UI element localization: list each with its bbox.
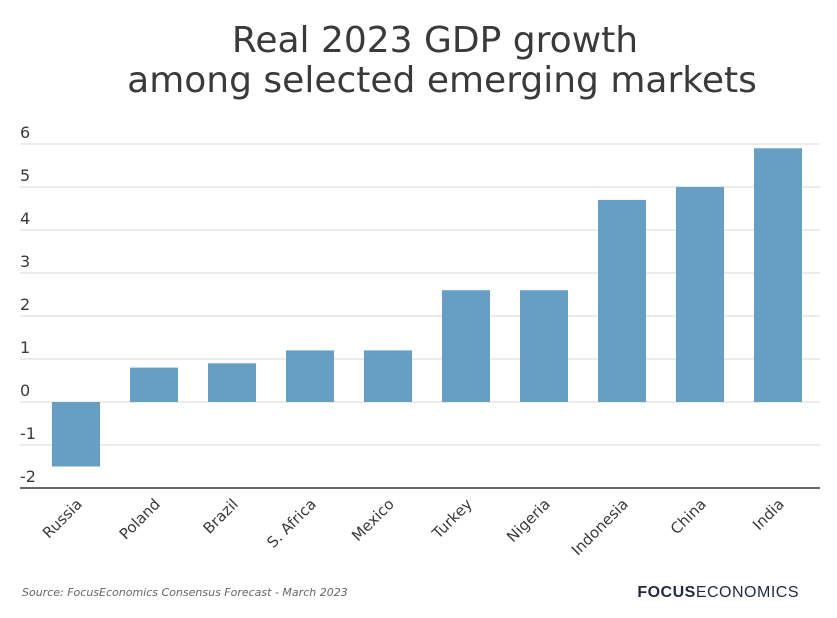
x-tick-label: Poland — [116, 495, 164, 543]
x-tick-label: Brazil — [200, 495, 242, 537]
focus-economics-logo: FOCUSECONOMICS — [637, 584, 799, 602]
y-tick-label: -2 — [20, 467, 36, 486]
x-tick-label: Nigeria — [503, 495, 554, 546]
y-tick-label: 5 — [20, 166, 30, 185]
bars — [52, 148, 802, 467]
x-axis-ticks: Russia Poland Brazil S. Africa Mexico Turkey N… — [39, 495, 788, 559]
x-tick-label: Russia — [39, 495, 86, 542]
source-note: Source: FocusEconomics Consensus Forecas… — [22, 586, 348, 599]
logo-economics-text: ECONOMICS — [695, 584, 799, 601]
bar-india — [754, 148, 802, 402]
y-tick-label: 4 — [20, 209, 30, 228]
bar-nigeria — [520, 290, 568, 402]
y-tick-label: 1 — [20, 338, 30, 357]
y-axis-ticks: -2 -1 0 1 2 3 4 5 6 — [20, 123, 36, 486]
y-tick-label: 0 — [20, 381, 30, 400]
chart-title-line-2: among selected emerging markets — [127, 60, 757, 101]
logo-focus-text: FOCUS — [637, 584, 696, 601]
bar-indonesia — [598, 199, 646, 402]
bar-s-africa — [286, 350, 334, 402]
bar-turkey — [442, 290, 490, 402]
y-tick-label: 2 — [20, 295, 30, 314]
bar-mexico — [364, 350, 412, 402]
x-tick-label: India — [749, 495, 788, 534]
x-tick-label: Turkey — [428, 495, 476, 543]
chart-title-line-1: Real 2023 GDP growth — [232, 20, 638, 61]
y-tick-label: 6 — [20, 123, 30, 142]
bar-russia — [52, 402, 100, 467]
x-tick-label: Mexico — [348, 495, 398, 545]
bar-poland — [130, 367, 178, 402]
bar-china — [676, 187, 724, 402]
y-tick-label: 3 — [20, 252, 30, 271]
x-tick-label: China — [667, 495, 710, 538]
bar-brazil — [208, 363, 256, 402]
x-tick-label: Indonesia — [568, 495, 632, 559]
y-tick-label: -1 — [20, 424, 36, 443]
x-tick-label: S. Africa — [263, 495, 319, 551]
